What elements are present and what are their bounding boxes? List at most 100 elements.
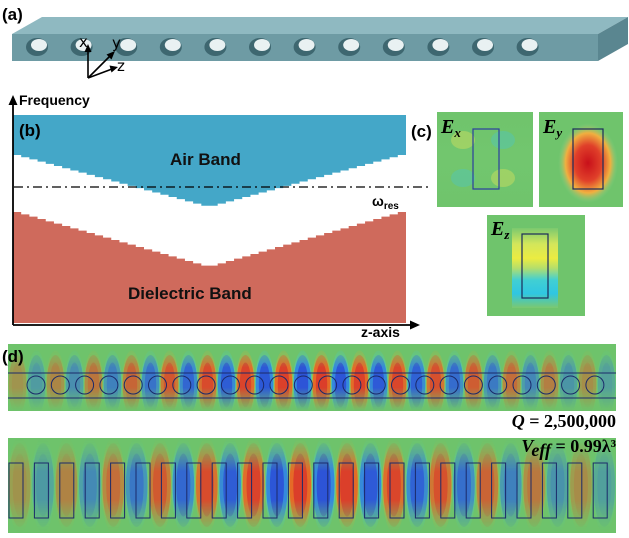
field-lobe xyxy=(464,355,483,411)
hole-outline xyxy=(585,375,605,395)
field-lobe xyxy=(483,355,502,411)
hole-outline xyxy=(196,375,216,395)
block-outline xyxy=(516,462,532,519)
hole-outline xyxy=(512,375,532,395)
block-outline xyxy=(8,462,24,519)
field-lobe xyxy=(8,443,31,527)
hole-outline xyxy=(342,375,362,395)
block-outline xyxy=(237,462,253,519)
hole-outline xyxy=(220,375,240,395)
block-outline xyxy=(338,462,354,519)
field-lobe xyxy=(502,355,521,411)
air-band-region xyxy=(13,115,406,206)
panel-a: (a) x y z xyxy=(2,5,628,79)
hole-outline xyxy=(561,375,581,395)
hole-outline xyxy=(148,375,167,395)
panel-c: (c) Ex Ey Ez xyxy=(411,112,623,316)
axis-y-label: y xyxy=(112,34,121,52)
block-outline xyxy=(160,462,176,519)
field-ez-label: Ez xyxy=(490,218,510,242)
field-lobe xyxy=(125,443,148,527)
air-band-label: Air Band xyxy=(170,150,241,169)
resonance-label: ωres xyxy=(372,193,399,212)
block-outline xyxy=(84,462,100,519)
hole-outline xyxy=(26,375,46,395)
field-map-ex: Ex xyxy=(437,112,533,207)
field-lobe xyxy=(103,355,122,411)
field-lobe xyxy=(46,355,65,411)
panel-a-label: (a) xyxy=(2,5,23,24)
hole-outline xyxy=(536,375,556,395)
panel-d: (d) Q = 2,500,000 Veff = 0.99λ³ xyxy=(2,344,617,533)
field-lobe xyxy=(546,443,569,527)
block-outline xyxy=(186,462,202,519)
hole-outline xyxy=(75,375,95,395)
block-outline xyxy=(465,462,481,519)
dielectric-band-label: Dielectric Band xyxy=(128,284,252,303)
mode-profile-rectangles xyxy=(8,438,616,533)
field-lobe xyxy=(540,355,559,411)
field-lobe xyxy=(141,355,160,411)
field-lobe xyxy=(597,355,616,411)
field-lobe xyxy=(122,355,141,411)
field-ey-label: Ey xyxy=(542,116,562,140)
panel-c-label: (c) xyxy=(411,122,432,141)
hole-outline xyxy=(488,375,508,395)
field-lobe xyxy=(55,443,78,527)
panel-d-label: (d) xyxy=(2,347,24,366)
field-map-ez: Ez xyxy=(487,215,585,316)
axis-z-label: z xyxy=(117,57,125,75)
block-outline xyxy=(414,462,430,519)
field-lobe xyxy=(65,355,84,411)
block-outline xyxy=(33,462,49,519)
block-outline xyxy=(440,462,456,519)
hole-outline xyxy=(391,375,410,395)
block-outline xyxy=(262,462,278,519)
field-ex-label: Ex xyxy=(440,116,461,140)
block-outline xyxy=(211,462,227,519)
block-outline xyxy=(491,462,507,519)
hole-outline xyxy=(269,375,289,395)
block-outline xyxy=(287,462,303,519)
block-outline xyxy=(313,462,329,519)
field-lobe xyxy=(476,443,499,527)
field-lobe xyxy=(559,355,578,411)
dielectric-band-region xyxy=(13,212,406,323)
waveguide-end-face xyxy=(598,17,628,61)
block-outline xyxy=(59,462,75,519)
field-lobe xyxy=(102,443,124,527)
block-outline xyxy=(541,462,557,519)
hole-outline xyxy=(123,375,143,395)
frequency-axis-label: Frequency xyxy=(19,92,90,108)
hole-outline xyxy=(439,375,459,395)
hole-outline xyxy=(99,375,119,395)
hole-outline xyxy=(415,375,435,395)
field-lobe xyxy=(27,355,46,411)
hole-outline xyxy=(318,375,338,395)
mode-profile-holes xyxy=(8,344,616,411)
hole-outline xyxy=(366,375,386,395)
hole-outline xyxy=(293,375,313,395)
block-outline xyxy=(364,462,380,519)
waveguide-beam xyxy=(12,17,628,61)
hole-outline xyxy=(50,375,70,395)
field-lobe xyxy=(79,443,101,527)
hole-outline xyxy=(172,375,192,395)
hole-outline xyxy=(245,375,265,395)
field-lobe xyxy=(8,355,27,411)
field-lobe xyxy=(570,443,592,527)
field-map-ey: Ey xyxy=(539,112,623,207)
hole-outline xyxy=(463,375,483,395)
field-lobe xyxy=(593,443,616,527)
block-outline xyxy=(389,462,405,519)
waveguide-holes xyxy=(26,38,539,56)
mode-volume: Veff = 0.99λ³ xyxy=(521,436,616,460)
quality-factor: Q = 2,500,000 xyxy=(512,411,616,431)
block-outline xyxy=(110,462,126,519)
coordinate-axes: x y z xyxy=(79,33,125,79)
axis-x-label: x xyxy=(79,33,88,51)
block-outline xyxy=(592,462,608,519)
field-lobe xyxy=(578,355,597,411)
panel-b: Frequency z-axis (b) Air Band Dielectric… xyxy=(8,92,428,340)
